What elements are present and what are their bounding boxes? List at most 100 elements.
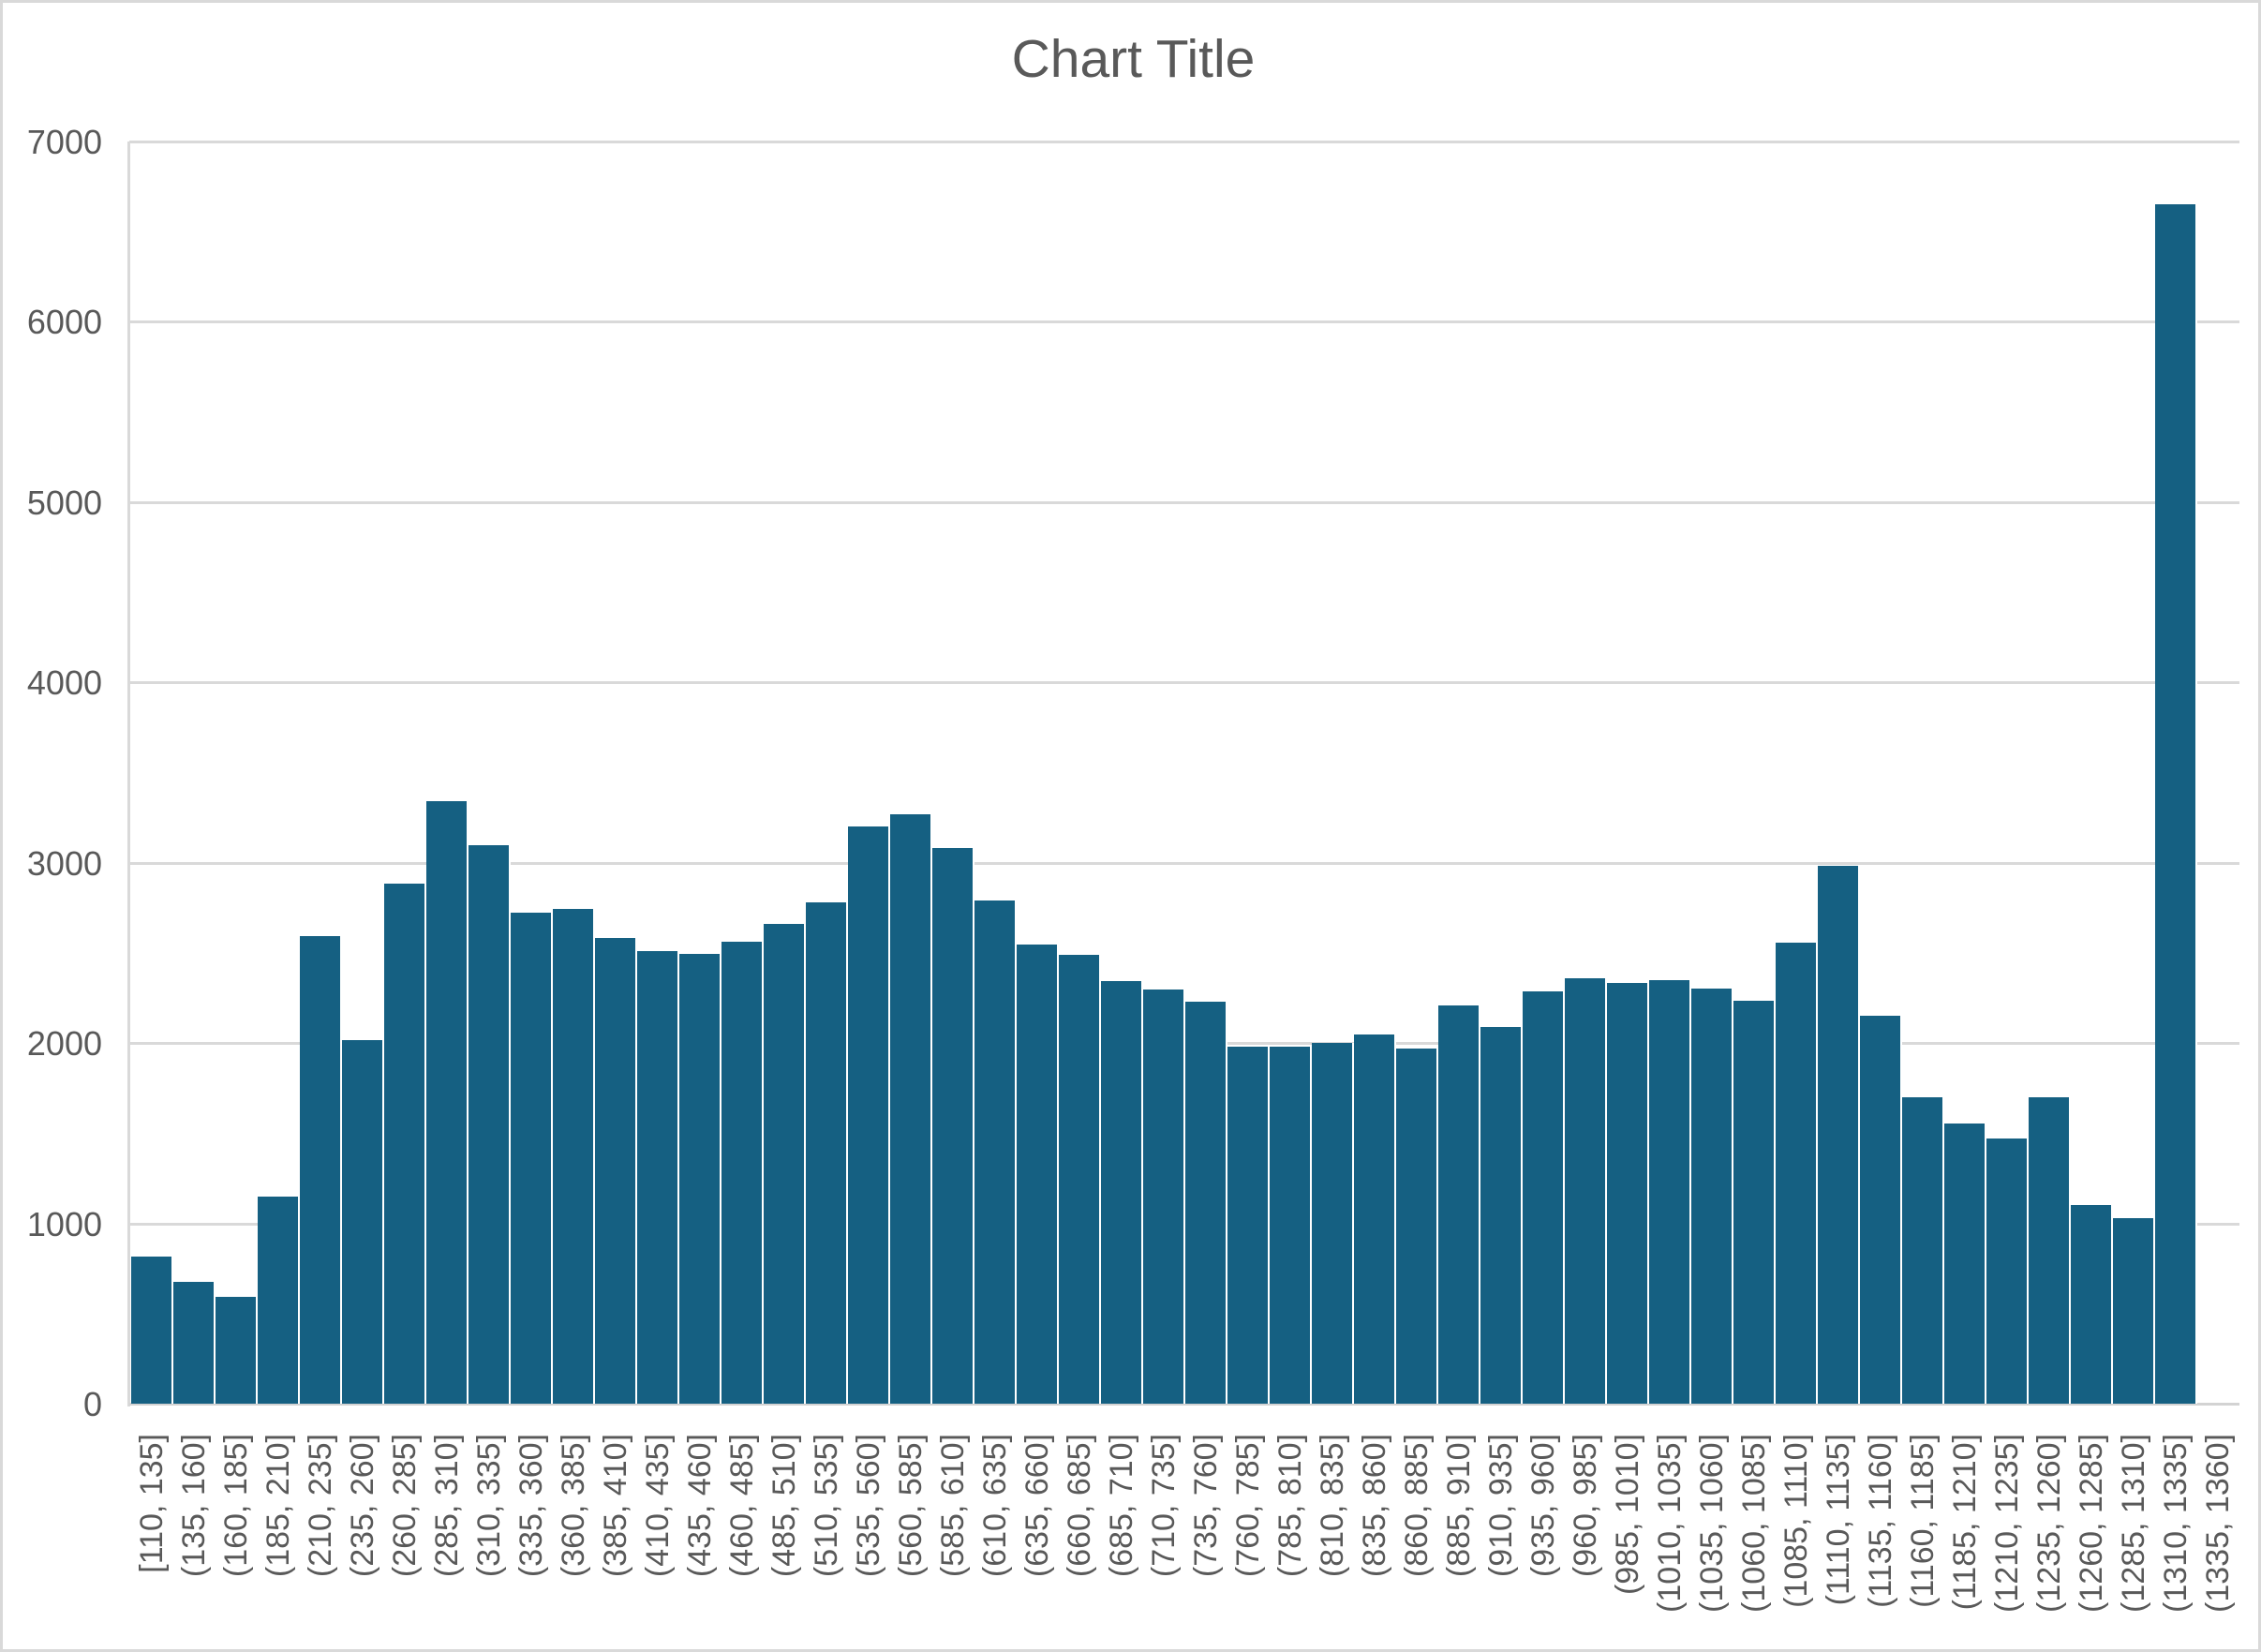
bar [2155,204,2197,1404]
x-axis-tick-label: (1335, 1360] [2199,1434,2236,1613]
bar [1776,943,1818,1404]
bar [1733,1000,1776,1404]
x-axis-tick-label: (985, 1010] [1609,1434,1645,1596]
bar [2029,1096,2071,1404]
x-axis-tick-label: (585, 610] [934,1434,971,1578]
bar [216,1296,258,1404]
x-axis-tick-label: (1035, 1060] [1693,1434,1730,1613]
bar [1986,1139,2029,1404]
bar [1270,1047,1312,1404]
bar [1860,1016,1902,1404]
x-axis-tick-label: (1010, 1035] [1651,1434,1688,1613]
y-axis-tick-label: 7000 [26,123,102,161]
x-axis-tick-label: (310, 335] [470,1434,507,1578]
x-axis-tick-label: (1260, 1285] [2073,1434,2109,1613]
gridline [129,141,2239,143]
bar [806,902,848,1404]
bar [1818,865,1860,1404]
chart-title: Chart Title [1011,29,1256,89]
y-axis-tick-label: 6000 [26,303,102,342]
x-axis-tick-label: (1235, 1260] [2030,1434,2067,1613]
x-axis-tick-label: (960, 985] [1567,1434,1603,1578]
x-axis-tick-label: [110, 135] [133,1434,170,1573]
x-axis-tick-label: (1310, 1335] [2157,1434,2194,1613]
plot-area [131,141,2239,1404]
bar [1312,1043,1354,1404]
x-axis-tick-label: (710, 735] [1145,1434,1182,1578]
bar [2071,1205,2113,1404]
bar [932,848,974,1404]
bar [342,1040,384,1404]
bar [1438,1005,1480,1404]
x-axis-tick-label: (885, 910] [1440,1434,1477,1578]
x-axis-tick-label: (735, 760] [1187,1434,1224,1578]
x-axis-tick-label: (285, 310] [428,1434,465,1578]
bar [890,813,932,1404]
bar [1565,977,1607,1404]
bar [848,826,890,1404]
y-axis-line [127,141,130,1406]
x-axis-tick-label: (935, 960] [1525,1434,1561,1578]
x-axis-tick-label: (1060, 1085] [1735,1434,1772,1613]
x-axis-tick-label: (760, 785] [1229,1434,1266,1578]
x-axis-tick-label: (1110, 1135] [1820,1434,1856,1606]
x-axis-tick-label: (435, 460] [681,1434,718,1578]
gridline [129,320,2239,324]
x-axis-tick-label: (460, 485] [723,1434,760,1578]
y-axis-tick-label: 5000 [26,483,102,522]
bar [1059,954,1101,1404]
bar [1354,1034,1396,1404]
bar [1649,979,1691,1404]
bar [426,801,469,1404]
gridline [129,681,2239,685]
bar [1227,1047,1270,1404]
bar [1944,1123,1986,1404]
y-axis-tick-label: 3000 [26,843,102,883]
bar [637,951,679,1404]
bar [679,953,721,1404]
x-axis-tick-label: (685, 710] [1103,1434,1139,1578]
y-axis-tick-label: 2000 [26,1024,102,1064]
bar [1607,982,1649,1404]
bar [1902,1096,1944,1404]
bar [258,1196,300,1404]
bar [1101,980,1143,1404]
x-axis-tick-label: (860, 885] [1398,1434,1435,1578]
bar [131,1257,173,1404]
bar [1691,988,1733,1404]
bar [974,900,1017,1404]
bar [1017,945,1059,1404]
bar [721,942,764,1404]
x-axis-tick-label: (835, 860] [1356,1434,1392,1578]
x-axis-tick-label: (410, 435] [639,1434,676,1578]
y-axis-tick-label: 4000 [26,663,102,703]
bar [1523,991,1565,1404]
bar [384,883,426,1404]
bar [595,937,637,1404]
x-axis-tick-label: (610, 635] [976,1434,1013,1578]
x-axis-tick-label: (510, 535] [808,1434,844,1578]
y-axis-tick-label: 1000 [26,1204,102,1243]
x-axis-tick-label: (335, 360] [513,1434,549,1578]
x-axis-tick-label: (135, 160] [175,1434,212,1578]
bar [469,844,511,1404]
x-axis-tick-label: (1085, 1110] [1778,1434,1814,1608]
x-axis-tick-label: (360, 385] [555,1434,591,1578]
x-axis-tick-label: (535, 560] [850,1434,886,1578]
x-axis-tick-label: (185, 210] [260,1434,296,1578]
x-axis-tick-label: (1210, 1235] [1988,1434,2025,1613]
bar [173,1282,216,1404]
bar [511,912,553,1404]
x-axis-tick-label: (1285, 1310] [2115,1434,2151,1613]
x-axis-line [129,1403,2239,1406]
gridline [129,500,2239,504]
x-axis-tick-label: (785, 810] [1272,1434,1308,1578]
x-axis-tick-label: (910, 935] [1482,1434,1519,1578]
bar [1480,1026,1523,1404]
x-axis-tick-label: (560, 585] [892,1434,929,1578]
x-axis-tick-label: (1160, 1185] [1904,1434,1941,1608]
x-axis-tick-label: (485, 510] [766,1434,802,1578]
x-axis-tick-label: (385, 410] [597,1434,633,1578]
x-axis-tick-label: (235, 260] [344,1434,380,1578]
